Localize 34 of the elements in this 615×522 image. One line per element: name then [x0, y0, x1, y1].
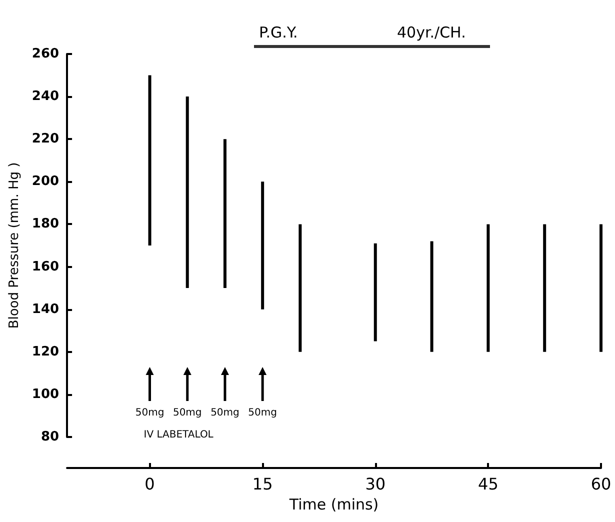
y-tick-label: 80 [40, 430, 60, 444]
chart-title: P.G.Y. [259, 24, 298, 42]
y-tick-label: 180 [32, 216, 60, 232]
x-tick-label: 15 [252, 474, 273, 494]
bar [298, 224, 302, 352]
bar [261, 182, 264, 310]
bar [186, 96, 189, 288]
bar [223, 139, 226, 288]
y-tick-label: 140 [32, 302, 60, 317]
annotation: 50mg [172, 408, 202, 418]
annotation: 50mg [135, 408, 164, 418]
y-axis-title: Blood Pressure (mm. Hg ) [7, 162, 22, 329]
x-axis-title: Time (mins) [288, 495, 379, 514]
y-tick-label: 220 [32, 132, 60, 147]
bar [148, 75, 152, 246]
bar [543, 224, 546, 352]
y-tick-label: 260 [32, 46, 60, 62]
annotation: IV LABETALOL [144, 430, 214, 440]
annotation: 50mg [210, 408, 240, 418]
y-tick-label: 100 [32, 386, 60, 402]
chart-subtitle: 40yr./CH. [397, 24, 466, 42]
x-tick-label: 0 [144, 474, 155, 494]
y-tick-label: 160 [32, 259, 60, 274]
bar [430, 241, 434, 352]
bar [600, 224, 602, 352]
bar [374, 243, 377, 342]
y-tick-label: 240 [32, 89, 60, 104]
y-tick-label: 200 [32, 174, 60, 190]
y-tick-label: 120 [32, 344, 60, 360]
x-tick-label: 60 [590, 474, 612, 494]
annotation: 50mg [248, 408, 277, 418]
bar [486, 224, 490, 352]
x-tick-label: 30 [365, 474, 386, 494]
x-tick-label: 45 [478, 474, 498, 494]
